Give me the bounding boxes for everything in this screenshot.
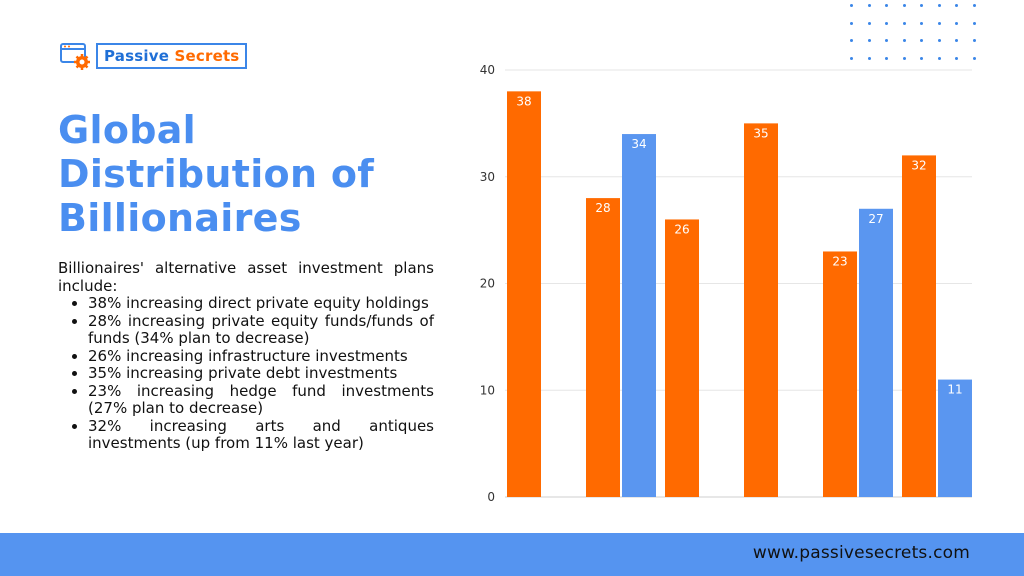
data-label: 23 bbox=[832, 254, 847, 268]
decorative-dot bbox=[867, 21, 871, 25]
data-label: 27 bbox=[868, 212, 883, 226]
decorative-dot bbox=[867, 4, 871, 7]
brand-logo: Passive Secrets bbox=[60, 42, 248, 70]
bullet-list: 38% increasing direct private equity hol… bbox=[58, 294, 434, 453]
description: Billionaires' alternative asset investme… bbox=[58, 259, 434, 453]
decorative-dot bbox=[937, 56, 941, 60]
decorative-dot bbox=[902, 4, 906, 7]
y-tick-label: 0 bbox=[487, 490, 495, 504]
website-url: www.passivesecrets.com bbox=[752, 543, 970, 563]
decorative-dot bbox=[902, 56, 906, 60]
data-label: 38 bbox=[516, 94, 531, 108]
decorative-dot bbox=[972, 56, 976, 60]
bar bbox=[938, 379, 972, 497]
decorative-dot bbox=[902, 21, 906, 25]
decorative-dot bbox=[867, 56, 871, 60]
data-label: 35 bbox=[753, 126, 768, 140]
decorative-dot bbox=[920, 21, 923, 25]
decorative-dot bbox=[902, 39, 906, 42]
bar bbox=[823, 251, 857, 497]
y-tick-label: 10 bbox=[480, 383, 495, 397]
brand-name-part2: Secrets bbox=[174, 47, 240, 65]
list-item: 32% increasing arts and antiques investm… bbox=[88, 417, 434, 453]
decorative-dot bbox=[937, 39, 941, 42]
decorative-dot bbox=[937, 4, 941, 7]
list-item: 38% increasing direct private equity hol… bbox=[88, 294, 434, 313]
decorative-dot bbox=[867, 39, 871, 42]
bar bbox=[744, 123, 778, 497]
decorative-dot bbox=[850, 4, 853, 7]
decorative-dot bbox=[920, 39, 923, 42]
decorative-dot bbox=[885, 21, 888, 25]
bar bbox=[902, 155, 936, 497]
decorative-dot bbox=[885, 56, 888, 60]
list-item: 35% increasing private debt investments bbox=[88, 364, 434, 383]
browser-gear-icon bbox=[60, 42, 92, 70]
decorative-dot bbox=[850, 56, 853, 60]
bar bbox=[507, 91, 541, 497]
decorative-dot bbox=[850, 39, 853, 42]
y-tick-label: 30 bbox=[480, 170, 495, 184]
decorative-dot bbox=[920, 56, 923, 60]
decorative-dot bbox=[885, 4, 888, 7]
decorative-dot bbox=[955, 56, 958, 60]
bar bbox=[586, 198, 620, 497]
decorative-dot bbox=[920, 4, 923, 7]
decorative-dot bbox=[955, 4, 958, 7]
footer-bar: www.passivesecrets.com bbox=[0, 533, 1024, 576]
decorative-dot bbox=[972, 39, 976, 42]
list-item: 23% increasing hedge fund investments (2… bbox=[88, 382, 434, 418]
list-item: 28% increasing private equity funds/fund… bbox=[88, 312, 434, 348]
y-tick-label: 20 bbox=[480, 277, 495, 291]
brand-name: Passive Secrets bbox=[96, 43, 248, 69]
page-title: Global Distribution of Billionaires bbox=[58, 108, 375, 240]
decorative-dot bbox=[850, 21, 853, 25]
decorative-dot bbox=[955, 21, 958, 25]
data-label: 26 bbox=[674, 222, 689, 236]
list-item: 26% increasing infrastructure investment… bbox=[88, 347, 434, 366]
decorative-dot bbox=[937, 21, 941, 25]
decorative-dot bbox=[972, 4, 976, 7]
y-tick-label: 40 bbox=[480, 63, 495, 77]
data-label: 32 bbox=[911, 158, 926, 172]
intro-text: Billionaires' alternative asset investme… bbox=[58, 259, 434, 295]
decorative-dot-grid bbox=[850, 4, 977, 61]
data-label: 34 bbox=[631, 137, 646, 151]
data-label: 11 bbox=[947, 383, 962, 397]
decorative-dot bbox=[885, 39, 888, 42]
bar bbox=[622, 134, 656, 498]
decorative-dot bbox=[955, 39, 958, 42]
bar bbox=[665, 219, 699, 497]
brand-name-part1: Passive bbox=[104, 47, 170, 65]
decorative-dot bbox=[972, 21, 976, 25]
bar bbox=[859, 208, 893, 497]
data-label: 28 bbox=[595, 201, 610, 215]
